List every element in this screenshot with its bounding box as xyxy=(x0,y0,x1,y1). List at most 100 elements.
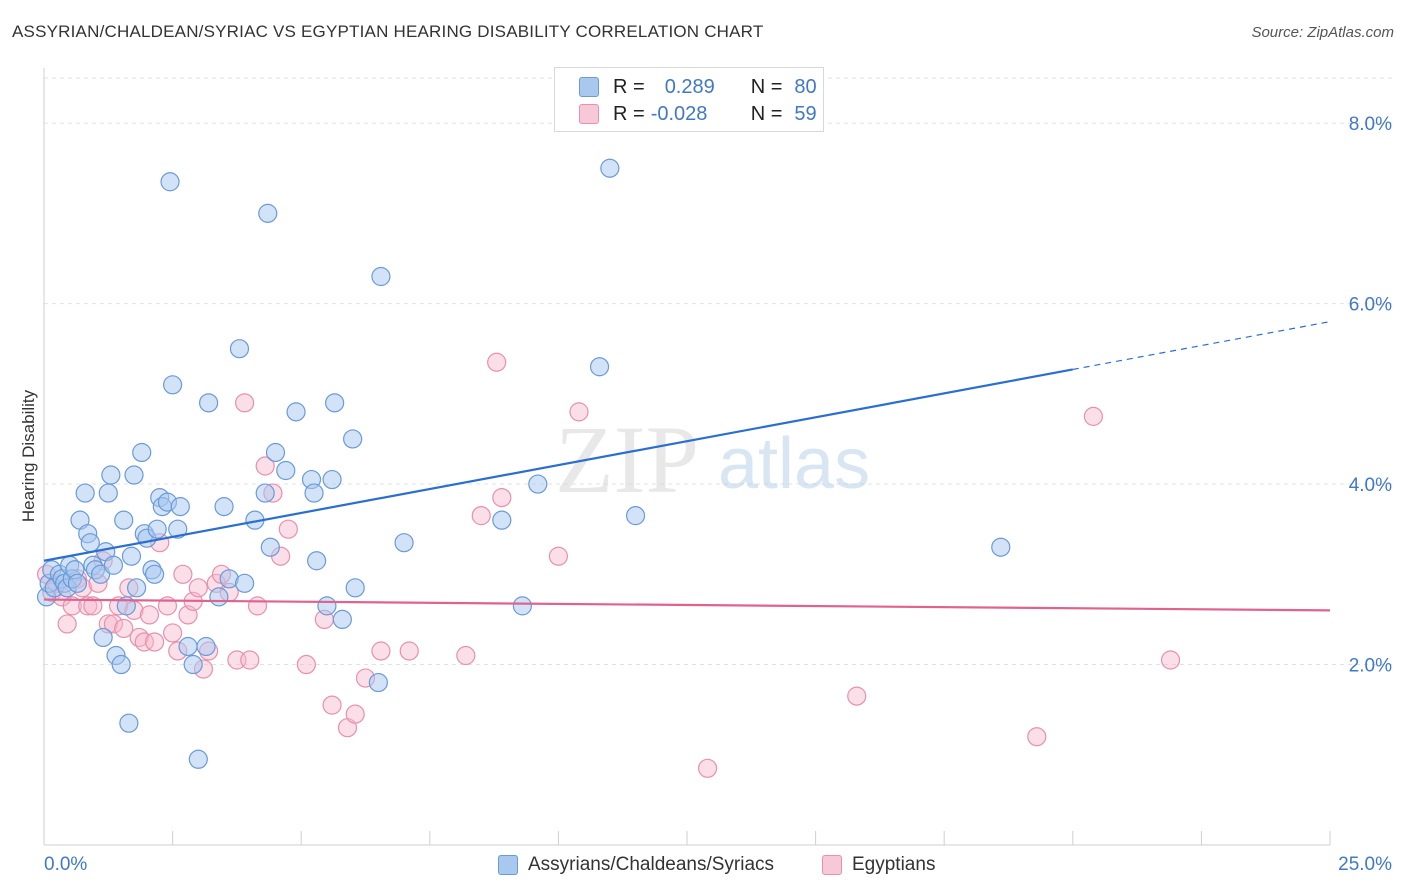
assyrians-point xyxy=(160,172,180,192)
assyrians-point xyxy=(255,483,275,503)
egyptians-point xyxy=(173,564,193,584)
n-value: 59 xyxy=(794,102,817,125)
egyptians-point xyxy=(548,546,569,566)
chart-title: ASSYRIAN/CHALDEAN/SYRIAC VS EGYPTIAN HEA… xyxy=(12,22,764,41)
egyptians-point xyxy=(456,645,476,666)
egyptians-point xyxy=(78,596,98,616)
egyptians-point xyxy=(278,519,298,539)
pink-swatch xyxy=(579,104,599,124)
egyptians-point xyxy=(1083,406,1103,426)
assyrians-point xyxy=(991,537,1011,557)
egyptians-point xyxy=(492,487,512,508)
r-value: 0.289 xyxy=(664,75,715,98)
assyrians-point xyxy=(98,483,118,503)
assyrians-point xyxy=(322,469,342,490)
assyrians-point xyxy=(163,375,183,395)
egyptians-point xyxy=(1160,650,1181,670)
egyptians-point xyxy=(62,596,82,616)
assyrians-point xyxy=(332,609,352,630)
egyptians-point xyxy=(57,614,77,634)
assyrians-point xyxy=(492,510,512,530)
assyrians-point xyxy=(111,654,131,675)
assyrians-point xyxy=(235,573,255,593)
legend-item-egyptians: Egyptians xyxy=(822,852,935,878)
assyrians-point xyxy=(93,627,113,648)
egyptians-point xyxy=(83,596,103,616)
egyptians-point xyxy=(569,402,589,422)
egyptians-trend-line xyxy=(43,598,1331,612)
egyptians-point xyxy=(1027,727,1047,747)
assyrians-point xyxy=(229,339,250,359)
assyrians-trend-line xyxy=(43,368,1074,562)
assyrians-point xyxy=(307,551,327,571)
assyrians-point xyxy=(343,429,363,449)
r-value: -0.028 xyxy=(650,102,708,125)
legend-label: Assyrians/Chaldeans/Syriacs xyxy=(528,854,775,875)
assyrians-point xyxy=(114,510,134,530)
assyrians-point xyxy=(260,537,280,557)
assyrians-point xyxy=(75,483,95,503)
assyrians-point xyxy=(265,442,286,463)
assyrians-point xyxy=(168,519,188,539)
assyrians-point xyxy=(124,465,144,485)
assyrians-point xyxy=(132,442,152,463)
egyptians-point xyxy=(487,352,507,372)
n-value: 80 xyxy=(794,75,817,98)
y-tick-label: 2.0% xyxy=(1349,656,1392,677)
assyrians-point xyxy=(625,506,646,526)
assyrians-point xyxy=(119,713,139,733)
assyrians-point xyxy=(286,402,306,422)
watermark-atlas: atlas xyxy=(718,424,870,504)
assyrians-point xyxy=(147,519,167,539)
egyptians-point xyxy=(247,596,268,616)
egyptians-point xyxy=(697,758,718,778)
assyrians-point xyxy=(121,546,142,566)
assyrians-point xyxy=(103,555,124,575)
egyptians-point xyxy=(144,632,165,652)
egyptians-point xyxy=(847,686,867,706)
assyrians-point xyxy=(144,564,165,584)
egyptians-point xyxy=(188,578,208,598)
stats-row-blue: R = 0.289 N = 80 xyxy=(579,74,817,100)
assyrians-point xyxy=(126,578,147,598)
assyrians-point xyxy=(183,654,203,675)
assyrians-point xyxy=(170,497,190,517)
legend-item-assyrians: Assyrians/Chaldeans/Syriacs xyxy=(498,852,774,878)
assyrians-point xyxy=(394,533,414,553)
assyrians-point xyxy=(317,596,337,616)
egyptians-point xyxy=(235,393,255,413)
assyrians-point xyxy=(304,483,324,503)
egyptians-point xyxy=(114,618,134,639)
egyptians-point xyxy=(471,506,491,526)
r-label: R = xyxy=(613,75,645,98)
assyrians-point xyxy=(258,203,278,223)
assyrians-point xyxy=(188,749,208,769)
egyptians-point xyxy=(371,641,391,661)
n-label: N = xyxy=(750,75,783,98)
source-credit: Source: ZipAtlas.com xyxy=(1251,24,1394,41)
assyrians-point xyxy=(512,596,532,616)
assyrians-point xyxy=(345,578,365,598)
egyptians-point xyxy=(399,641,419,661)
y-tick-label: 6.0% xyxy=(1349,295,1392,316)
x-tick-label: 0.0% xyxy=(44,854,87,875)
assyrians-point xyxy=(528,474,548,494)
n-label: N = xyxy=(750,102,783,125)
assyrians-point xyxy=(214,497,234,517)
assyrians-point xyxy=(325,393,345,413)
egyptians-point xyxy=(255,456,275,476)
egyptians-point xyxy=(163,623,183,643)
assyrians-point xyxy=(371,266,391,287)
legend-label: Egyptians xyxy=(852,854,936,875)
assyrians-point xyxy=(67,573,88,593)
assyrians-point xyxy=(199,393,219,413)
assyrians-point xyxy=(101,465,121,485)
y-tick-label: 8.0% xyxy=(1349,114,1392,135)
pink-swatch xyxy=(822,855,842,875)
assyrians-point xyxy=(368,672,388,693)
egyptians-point xyxy=(139,605,160,625)
trend-lines xyxy=(43,321,1331,612)
stats-box: R = 0.289 N = 80 R = -0.028 N = 59 xyxy=(554,67,824,132)
watermark-zip: ZIP xyxy=(555,406,699,513)
